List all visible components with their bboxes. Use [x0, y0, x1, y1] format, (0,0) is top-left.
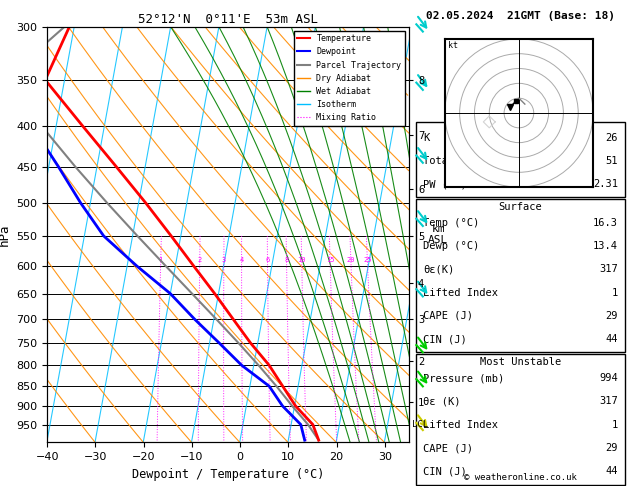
Text: 3: 3: [222, 257, 226, 263]
Y-axis label: km
ASL: km ASL: [428, 224, 448, 245]
Bar: [416, 122, 625, 197]
Text: 10: 10: [298, 257, 306, 263]
Text: 994: 994: [599, 373, 618, 383]
Text: Lifted Index: Lifted Index: [423, 288, 498, 297]
Text: 2.31: 2.31: [593, 179, 618, 189]
Text: 29: 29: [606, 443, 618, 453]
Text: LCL: LCL: [413, 420, 428, 429]
Text: kt: kt: [448, 41, 458, 50]
Text: CAPE (J): CAPE (J): [423, 311, 473, 321]
Text: Lifted Index: Lifted Index: [423, 420, 498, 430]
Text: 1: 1: [612, 288, 618, 297]
Text: 44: 44: [606, 467, 618, 476]
Text: K: K: [423, 133, 429, 142]
Text: Surface: Surface: [499, 202, 542, 212]
Text: Totals Totals: Totals Totals: [423, 156, 504, 166]
Text: 26: 26: [606, 133, 618, 142]
Title: 52°12'N  0°11'E  53m ASL: 52°12'N 0°11'E 53m ASL: [138, 13, 318, 26]
Text: 6: 6: [265, 257, 270, 263]
Text: CAPE (J): CAPE (J): [423, 443, 473, 453]
Text: 2: 2: [198, 257, 202, 263]
Text: θε (K): θε (K): [423, 397, 460, 406]
Y-axis label: hPa: hPa: [0, 223, 11, 246]
Text: Pressure (mb): Pressure (mb): [423, 373, 504, 383]
Text: © weatheronline.co.uk: © weatheronline.co.uk: [464, 473, 577, 482]
Text: 1: 1: [612, 420, 618, 430]
Text: 4: 4: [240, 257, 243, 263]
Text: 29: 29: [606, 311, 618, 321]
Text: 02.05.2024  21GMT (Base: 18): 02.05.2024 21GMT (Base: 18): [426, 11, 615, 21]
Text: 44: 44: [606, 334, 618, 344]
Text: 1: 1: [159, 257, 163, 263]
X-axis label: Dewpoint / Temperature (°C): Dewpoint / Temperature (°C): [132, 468, 324, 481]
Text: PW (cm): PW (cm): [423, 179, 467, 189]
Text: 16.3: 16.3: [593, 218, 618, 227]
Text: CIN (J): CIN (J): [423, 467, 467, 476]
Text: 51: 51: [606, 156, 618, 166]
Text: Dewp (°C): Dewp (°C): [423, 241, 479, 251]
Text: 20: 20: [347, 257, 355, 263]
Text: 317: 317: [599, 264, 618, 274]
Text: CIN (J): CIN (J): [423, 334, 467, 344]
Text: 15: 15: [326, 257, 335, 263]
Text: Most Unstable: Most Unstable: [480, 357, 561, 367]
Bar: [416, 199, 625, 352]
Text: 317: 317: [599, 397, 618, 406]
Bar: [416, 354, 625, 485]
Text: 8: 8: [284, 257, 289, 263]
Text: 25: 25: [363, 257, 372, 263]
Text: 13.4: 13.4: [593, 241, 618, 251]
Text: θε(K): θε(K): [423, 264, 454, 274]
Text: Temp (°C): Temp (°C): [423, 218, 479, 227]
Legend: Temperature, Dewpoint, Parcel Trajectory, Dry Adiabat, Wet Adiabat, Isotherm, Mi: Temperature, Dewpoint, Parcel Trajectory…: [294, 31, 404, 125]
